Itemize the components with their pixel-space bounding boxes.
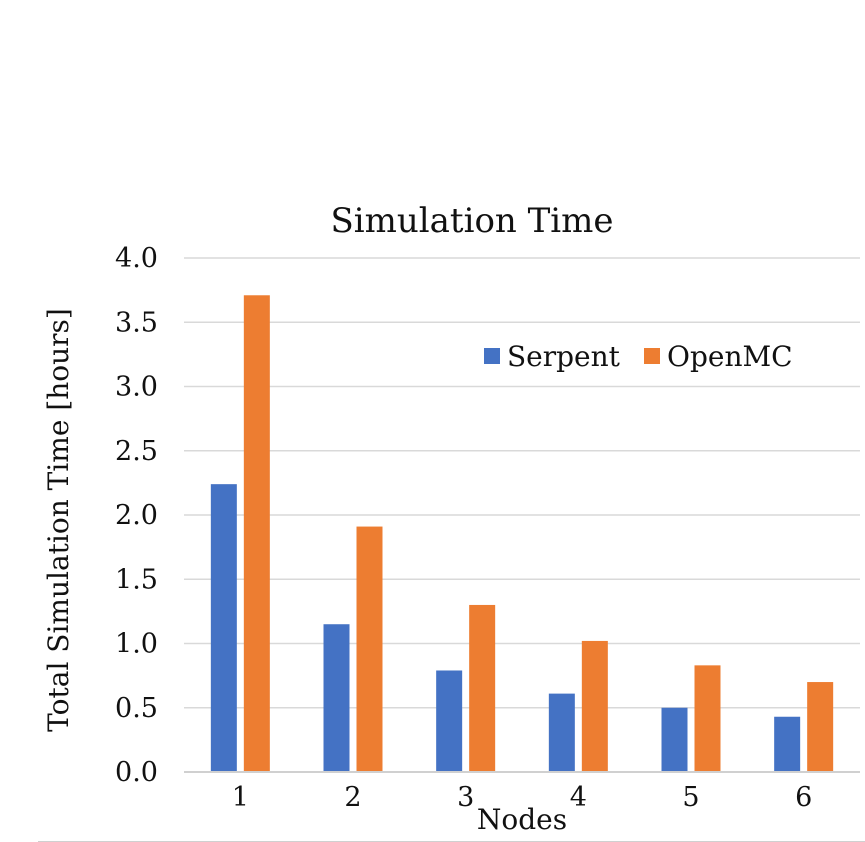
legend-swatch-serpent [484, 348, 500, 364]
y-tick-label: 1.0 [115, 629, 158, 660]
legend-label-openmc: OpenMC [667, 340, 793, 373]
y-axis-ticks: 0.0 0.5 1.0 1.5 2.0 2.5 3.0 3.5 4.0 [115, 243, 158, 788]
bar-openmc-node-1 [243, 295, 270, 771]
y-tick-label: 3.0 [115, 372, 158, 403]
bar-openmc-node-5 [694, 665, 721, 771]
bar-serpent-node-2 [323, 624, 350, 771]
bar-serpent-node-3 [436, 670, 463, 771]
chart-title: Simulation Time [330, 201, 613, 241]
y-axis-label: Total Simulation Time [hours] [42, 308, 75, 732]
bar-openmc-node-2 [356, 526, 383, 771]
y-tick-label: 2.5 [115, 436, 158, 467]
x-tick-label: 4 [570, 782, 587, 813]
bar-serpent-node-5 [661, 707, 688, 771]
x-axis-label: Nodes [477, 803, 567, 836]
legend: Serpent OpenMC [484, 340, 793, 373]
y-tick-label: 3.5 [115, 307, 158, 338]
bars [210, 295, 834, 771]
x-tick-label: 5 [682, 782, 699, 813]
x-tick-label: 3 [457, 782, 474, 813]
x-tick-label: 2 [344, 782, 361, 813]
gridlines [184, 257, 860, 773]
y-tick-label: 2.0 [115, 500, 158, 531]
bar-serpent-node-1 [210, 484, 237, 771]
y-tick-label: 0.0 [115, 757, 158, 788]
bar-serpent-node-6 [774, 716, 801, 771]
legend-label-serpent: Serpent [507, 340, 621, 373]
bar-openmc-node-3 [469, 604, 496, 771]
y-tick-label: 0.5 [115, 693, 158, 724]
y-tick-label: 4.0 [115, 243, 158, 274]
x-tick-label: 1 [232, 782, 249, 813]
x-tick-label: 6 [795, 782, 812, 813]
x-axis-ticks: 1 2 3 4 5 6 [232, 782, 813, 813]
bar-serpent-node-4 [548, 693, 575, 771]
y-tick-label: 1.5 [115, 564, 158, 595]
bar-openmc-node-4 [581, 640, 608, 771]
bar-openmc-node-6 [807, 682, 834, 771]
legend-swatch-openmc [644, 348, 660, 364]
